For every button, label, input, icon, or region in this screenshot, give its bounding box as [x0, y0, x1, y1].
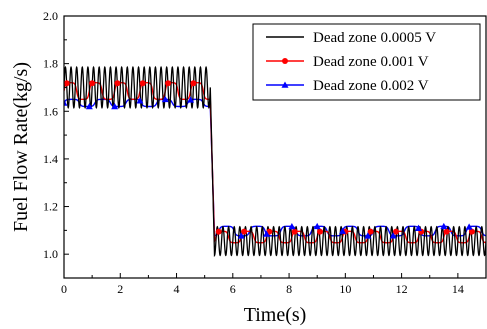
data-point: [85, 102, 93, 110]
data-point: [468, 228, 475, 235]
data-point: [241, 228, 248, 235]
y-axis-title: Fuel Flow Rate(kg/s): [10, 62, 32, 232]
legend-label: Dead zone 0.0005 V: [313, 30, 436, 46]
data-point: [313, 222, 321, 230]
data-point: [389, 232, 397, 239]
data-point: [237, 232, 245, 239]
data-point: [136, 97, 144, 104]
ticks-layer: 0 2 4 6 8 10 12 14 1.0 1.2 1.4 1.6 1.8 2.0: [43, 9, 464, 296]
data-point: [114, 80, 121, 87]
data-point: [139, 80, 146, 87]
data-point: [440, 222, 448, 230]
series-line: [64, 98, 486, 237]
data-point: [392, 228, 399, 235]
x-tick-label: 0: [61, 282, 67, 296]
x-tick-label: 4: [174, 282, 180, 296]
data-point: [190, 80, 197, 87]
series-line: [64, 81, 486, 244]
x-tick-label: 6: [230, 282, 236, 296]
y-tick-label: 1.2: [43, 200, 58, 214]
x-tick-label: 14: [452, 282, 464, 296]
data-point: [465, 223, 473, 230]
series-layer: [64, 65, 486, 258]
data-point: [317, 228, 324, 235]
data-point: [161, 95, 169, 103]
legend-marker: [282, 58, 288, 64]
legend: Dead zone 0.0005 V Dead zone 0.001 V Dead …: [252, 23, 481, 101]
y-tick-label: 1.0: [43, 247, 58, 261]
series-line: [64, 65, 486, 258]
data-point: [443, 228, 450, 235]
x-axis-title: Time(s): [244, 304, 307, 326]
legend-label: Dead zone 0.001 V: [313, 54, 429, 70]
x-tick-label: 12: [396, 282, 408, 296]
data-point: [215, 228, 222, 235]
data-point: [89, 80, 96, 87]
data-point: [165, 80, 172, 87]
data-point: [64, 99, 68, 106]
legend-marker: [281, 81, 289, 88]
y-tick-label: 2.0: [43, 9, 58, 23]
data-point: [291, 228, 298, 235]
plot-frame: [63, 15, 487, 279]
y-tick-label: 1.8: [43, 57, 58, 71]
data-point: [414, 224, 422, 231]
legend-label: Dead zone 0.002 V: [313, 78, 429, 94]
y-tick-label: 1.4: [43, 152, 58, 166]
marker-layer: [64, 80, 475, 239]
data-point: [64, 80, 70, 87]
data-point: [187, 96, 195, 103]
data-point: [111, 102, 119, 110]
x-tick-label: 8: [286, 282, 292, 296]
x-tick-label: 10: [339, 282, 351, 296]
data-point: [263, 230, 271, 237]
y-tick-label: 1.6: [43, 104, 58, 118]
x-tick-label: 2: [117, 282, 123, 296]
data-point: [367, 228, 374, 235]
data-point: [364, 232, 372, 239]
data-point: [339, 227, 347, 234]
data-point: [288, 222, 296, 230]
